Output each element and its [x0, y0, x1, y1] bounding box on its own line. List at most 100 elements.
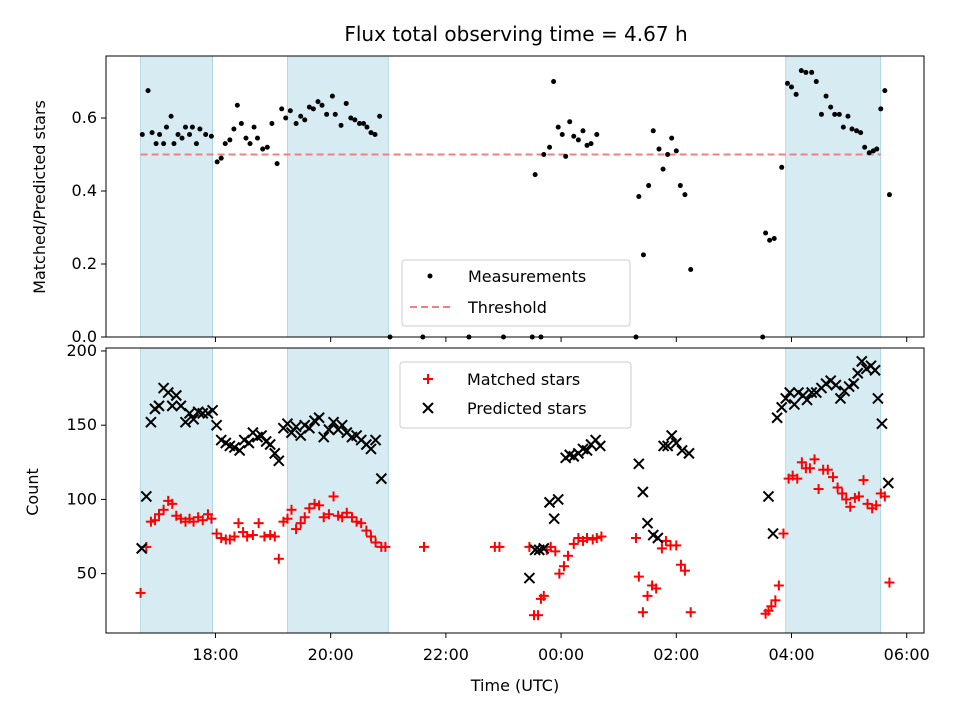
- measurement-point-114: [874, 146, 880, 152]
- matched-point-53: [380, 541, 391, 552]
- measurement-point-15: [197, 126, 203, 132]
- predicted-point-1: [140, 490, 153, 503]
- measurement-point-16: [203, 131, 209, 137]
- predicted-point-43: [327, 416, 340, 428]
- measurement-point-36: [293, 121, 299, 127]
- matched-point-101: [813, 484, 824, 495]
- bottom-window-0: [140, 347, 213, 634]
- measurement-point-102: [823, 93, 829, 99]
- measurement-point-69: [567, 119, 573, 125]
- matched-point-44: [337, 512, 348, 523]
- matched-point-50: [365, 531, 376, 542]
- top-y-axis-label: Matched/Predicted stars: [30, 100, 49, 294]
- predicted-point-60: [552, 493, 564, 506]
- measurement-point-51: [360, 121, 366, 127]
- bottom-y-axis: 50 100 150 200: [66, 341, 106, 583]
- predicted-point-14: [197, 407, 209, 420]
- bottom-plot-marks: [135, 355, 895, 621]
- bottom-y-tick-label-1: 100: [66, 489, 97, 508]
- x-tick-label-3: 00:00: [538, 645, 584, 664]
- bottom-y-axis-label: Count: [23, 468, 42, 516]
- matched-point-87: [685, 607, 696, 618]
- measurement-point-101: [818, 111, 824, 117]
- measurement-point-96: [793, 91, 799, 97]
- x-tick-label-5: 04:00: [768, 645, 814, 664]
- matched-point-61: [538, 590, 549, 601]
- measurement-point-98: [803, 69, 809, 75]
- legend-predicted-label: Predicted stars: [467, 399, 587, 418]
- measurement-point-110: [858, 130, 864, 136]
- predicted-point-41: [318, 431, 330, 443]
- measurement-point-53: [368, 130, 374, 136]
- measurement-point-115: [878, 106, 884, 112]
- matched-point-16: [206, 513, 217, 524]
- measurement-point-43: [324, 111, 330, 117]
- measurement-point-41: [315, 99, 321, 105]
- matched-point-41: [323, 509, 334, 520]
- x-tick-label-1: 20:00: [308, 645, 354, 664]
- bottom-x-axis: 18:00 20:00 22:00 00:00 02:00 04:00 06:00: [192, 633, 930, 664]
- measurement-point-46: [338, 122, 344, 128]
- predicted-point-21: [228, 441, 241, 454]
- measurement-point-34: [283, 115, 289, 121]
- matched-point-86: [679, 565, 690, 576]
- matched-point-68: [568, 538, 579, 549]
- measurement-point-107: [845, 113, 851, 119]
- x-tick-label-6: 06:00: [884, 645, 930, 664]
- measurement-point-111: [862, 144, 868, 150]
- measurement-point-88: [688, 266, 694, 272]
- predicted-point-12: [187, 413, 200, 425]
- matched-point-82: [660, 535, 671, 546]
- matched-point-37: [304, 503, 315, 514]
- predicted-point-58: [543, 496, 556, 509]
- measurement-point-103: [828, 104, 834, 110]
- matched-point-39: [314, 500, 325, 511]
- measurement-point-29: [260, 146, 266, 152]
- top-axes-frame: [105, 55, 925, 338]
- top-window-2: [785, 55, 882, 338]
- predicted-point-17: [210, 419, 223, 431]
- predicted-point-90: [801, 394, 813, 406]
- measurement-point-91: [767, 237, 773, 243]
- measurement-point-50: [356, 121, 362, 127]
- measurement-point-65: [551, 79, 557, 85]
- predicted-point-78: [670, 437, 683, 449]
- predicted-point-33: [281, 417, 294, 430]
- ratio-panel: 0.0 0.2 0.4 0.6 Matched/Predicted stars Mea…: [30, 55, 925, 346]
- measurement-point-14: [193, 141, 199, 147]
- top-y-tick-label-0: 0.0: [72, 327, 97, 346]
- measurement-point-1: [145, 88, 151, 94]
- measurement-point-109: [854, 128, 860, 134]
- matched-point-75: [630, 533, 641, 543]
- measurement-point-25: [243, 135, 249, 141]
- x-tick-label-4: 02:00: [653, 645, 699, 664]
- matched-point-66: [558, 561, 569, 572]
- measurement-point-54: [372, 131, 378, 137]
- matched-point-25: [247, 530, 258, 541]
- matched-point-81: [656, 543, 667, 554]
- predicted-point-96: [830, 379, 842, 391]
- measurement-point-37: [298, 113, 304, 119]
- top-y-tick-label-2: 0.4: [72, 181, 97, 200]
- measurement-point-4: [157, 131, 163, 137]
- measurement-point-77: [636, 194, 642, 199]
- measurement-point-80: [650, 128, 656, 134]
- measurement-point-13: [189, 124, 195, 130]
- measurement-point-17: [208, 133, 214, 139]
- predicted-point-53: [375, 472, 388, 485]
- measurement-point-28: [255, 135, 261, 141]
- matched-point-4: [153, 509, 164, 520]
- legend-measurements-label: Measurements: [468, 267, 586, 286]
- measurement-point-2: [149, 130, 155, 136]
- legend-measurements-marker: [427, 273, 433, 279]
- measurement-point-30: [264, 144, 270, 150]
- measurement-point-33: [279, 106, 285, 112]
- matched-point-84: [671, 540, 682, 551]
- measurement-point-3: [153, 141, 159, 147]
- measurement-point-108: [849, 126, 855, 132]
- measurement-point-22: [231, 126, 237, 132]
- matched-point-93: [778, 528, 789, 539]
- matched-point-97: [796, 457, 807, 468]
- measurement-point-52: [364, 124, 370, 130]
- x-axis-label: Time (UTC): [470, 676, 559, 695]
